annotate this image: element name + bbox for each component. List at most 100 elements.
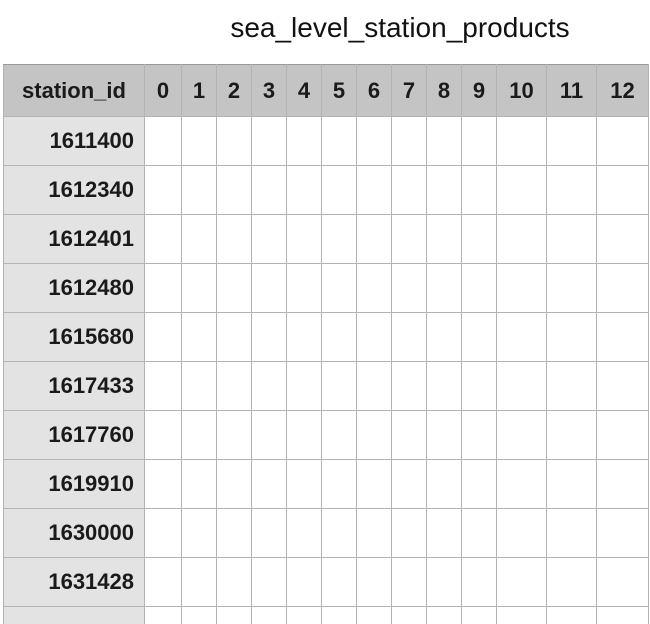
table-cell[interactable] bbox=[461, 606, 497, 624]
table-cell[interactable] bbox=[496, 312, 547, 362]
table-cell[interactable] bbox=[144, 312, 182, 362]
table-cell[interactable] bbox=[321, 214, 357, 264]
table-cell[interactable] bbox=[461, 165, 497, 215]
table-cell[interactable] bbox=[321, 557, 357, 607]
row-header-station-id[interactable]: 1612401 bbox=[3, 214, 145, 264]
table-cell[interactable] bbox=[461, 361, 497, 411]
table-cell[interactable] bbox=[356, 508, 392, 558]
table-cell[interactable] bbox=[356, 312, 392, 362]
table-cell[interactable] bbox=[596, 263, 649, 313]
table-cell[interactable] bbox=[391, 312, 427, 362]
table-cell[interactable] bbox=[321, 606, 357, 624]
column-header[interactable]: 10 bbox=[496, 64, 547, 117]
table-cell[interactable] bbox=[391, 263, 427, 313]
table-cell[interactable] bbox=[461, 508, 497, 558]
table-cell[interactable] bbox=[144, 165, 182, 215]
table-cell[interactable] bbox=[391, 410, 427, 460]
table-cell[interactable] bbox=[286, 165, 322, 215]
table-cell[interactable] bbox=[216, 263, 252, 313]
column-header[interactable]: 7 bbox=[391, 64, 427, 117]
table-cell[interactable] bbox=[496, 606, 547, 624]
table-cell[interactable] bbox=[356, 361, 392, 411]
row-header-station-id[interactable]: 1631428 bbox=[3, 557, 145, 607]
table-cell[interactable] bbox=[356, 263, 392, 313]
row-header-station-id[interactable]: 1617760 bbox=[3, 410, 145, 460]
table-cell[interactable] bbox=[496, 508, 547, 558]
table-cell[interactable] bbox=[181, 165, 217, 215]
table-cell[interactable] bbox=[596, 361, 649, 411]
table-cell[interactable] bbox=[181, 116, 217, 166]
table-cell[interactable] bbox=[216, 606, 252, 624]
table-cell[interactable] bbox=[596, 508, 649, 558]
table-cell[interactable] bbox=[546, 361, 597, 411]
table-cell[interactable] bbox=[496, 557, 547, 607]
table-cell[interactable] bbox=[496, 116, 547, 166]
table-cell[interactable] bbox=[496, 214, 547, 264]
table-cell[interactable] bbox=[391, 459, 427, 509]
table-cell[interactable] bbox=[321, 410, 357, 460]
table-cell[interactable] bbox=[546, 214, 597, 264]
table-cell[interactable] bbox=[461, 312, 497, 362]
table-cell[interactable] bbox=[144, 214, 182, 264]
table-cell[interactable] bbox=[321, 312, 357, 362]
row-header-station-id[interactable]: 1615680 bbox=[3, 312, 145, 362]
table-cell[interactable] bbox=[596, 606, 649, 624]
table-cell[interactable] bbox=[181, 606, 217, 624]
table-cell[interactable] bbox=[356, 410, 392, 460]
table-cell[interactable] bbox=[286, 361, 322, 411]
table-cell[interactable] bbox=[496, 459, 547, 509]
column-header[interactable]: 11 bbox=[546, 64, 597, 117]
table-cell[interactable] bbox=[356, 165, 392, 215]
table-cell[interactable] bbox=[216, 312, 252, 362]
table-cell[interactable] bbox=[181, 557, 217, 607]
table-cell[interactable] bbox=[426, 361, 462, 411]
row-header-station-id[interactable]: 1630000 bbox=[3, 508, 145, 558]
table-cell[interactable] bbox=[391, 214, 427, 264]
table-cell[interactable] bbox=[144, 361, 182, 411]
table-cell[interactable] bbox=[216, 508, 252, 558]
table-cell[interactable] bbox=[216, 214, 252, 264]
table-cell[interactable] bbox=[321, 508, 357, 558]
table-cell[interactable] bbox=[546, 557, 597, 607]
table-cell[interactable] bbox=[181, 508, 217, 558]
table-cell[interactable] bbox=[286, 508, 322, 558]
table-cell[interactable] bbox=[286, 312, 322, 362]
column-header[interactable]: 12 bbox=[596, 64, 649, 117]
table-cell[interactable] bbox=[216, 557, 252, 607]
table-cell[interactable] bbox=[251, 459, 287, 509]
table-cell[interactable] bbox=[251, 557, 287, 607]
table-cell[interactable] bbox=[251, 312, 287, 362]
column-header[interactable]: 9 bbox=[461, 64, 497, 117]
table-cell[interactable] bbox=[286, 116, 322, 166]
table-cell[interactable] bbox=[216, 165, 252, 215]
table-cell[interactable] bbox=[426, 459, 462, 509]
table-cell[interactable] bbox=[426, 312, 462, 362]
table-cell[interactable] bbox=[321, 361, 357, 411]
table-cell[interactable] bbox=[251, 214, 287, 264]
table-cell[interactable] bbox=[181, 312, 217, 362]
table-cell[interactable] bbox=[461, 459, 497, 509]
table-cell[interactable] bbox=[596, 557, 649, 607]
table-cell[interactable] bbox=[426, 606, 462, 624]
row-header-station-id[interactable] bbox=[3, 606, 145, 624]
table-cell[interactable] bbox=[251, 116, 287, 166]
table-cell[interactable] bbox=[286, 263, 322, 313]
table-cell[interactable] bbox=[321, 459, 357, 509]
table-cell[interactable] bbox=[144, 606, 182, 624]
table-cell[interactable] bbox=[496, 165, 547, 215]
table-cell[interactable] bbox=[251, 606, 287, 624]
table-cell[interactable] bbox=[391, 606, 427, 624]
table-cell[interactable] bbox=[461, 214, 497, 264]
table-cell[interactable] bbox=[251, 361, 287, 411]
column-header[interactable]: 8 bbox=[426, 64, 462, 117]
table-cell[interactable] bbox=[321, 263, 357, 313]
table-cell[interactable] bbox=[216, 116, 252, 166]
column-header[interactable]: 6 bbox=[356, 64, 392, 117]
column-header[interactable]: 5 bbox=[321, 64, 357, 117]
table-cell[interactable] bbox=[461, 263, 497, 313]
table-cell[interactable] bbox=[181, 410, 217, 460]
row-header-station-id[interactable]: 1611400 bbox=[3, 116, 145, 166]
column-header[interactable]: 4 bbox=[286, 64, 322, 117]
table-cell[interactable] bbox=[496, 263, 547, 313]
table-cell[interactable] bbox=[144, 116, 182, 166]
